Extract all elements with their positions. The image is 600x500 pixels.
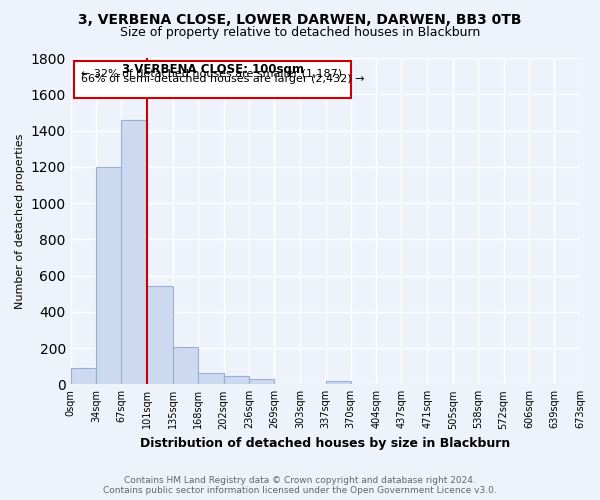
X-axis label: Distribution of detached houses by size in Blackburn: Distribution of detached houses by size … [140, 437, 511, 450]
Text: ← 32% of detached houses are smaller (1,187): ← 32% of detached houses are smaller (1,… [80, 69, 341, 79]
Text: 3 VERBENA CLOSE: 100sqm: 3 VERBENA CLOSE: 100sqm [122, 62, 304, 76]
Text: Contains HM Land Registry data © Crown copyright and database right 2024.
Contai: Contains HM Land Registry data © Crown c… [103, 476, 497, 495]
Bar [147, 286, 173, 384]
Bar [71, 368, 97, 384]
Text: Size of property relative to detached houses in Blackburn: Size of property relative to detached ho… [120, 26, 480, 39]
Bar [173, 347, 198, 385]
Text: 66% of semi-detached houses are larger (2,432) →: 66% of semi-detached houses are larger (… [80, 74, 364, 84]
Bar [249, 379, 274, 384]
Bar [198, 372, 224, 384]
Bar [224, 376, 249, 384]
Text: 3, VERBENA CLOSE, LOWER DARWEN, DARWEN, BB3 0TB: 3, VERBENA CLOSE, LOWER DARWEN, DARWEN, … [78, 12, 522, 26]
Bar [326, 380, 350, 384]
Bar [97, 167, 121, 384]
FancyBboxPatch shape [74, 60, 350, 98]
Bar [121, 120, 147, 384]
Y-axis label: Number of detached properties: Number of detached properties [15, 134, 25, 309]
